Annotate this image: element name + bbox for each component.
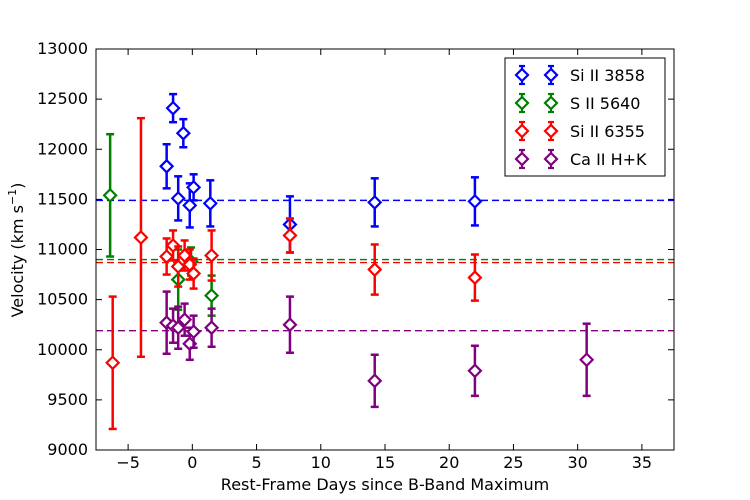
axis-ticks: −5 0 5 10 15 20 25 30 35 9000 9500 10000 10500 11000 1… xyxy=(37,39,674,472)
data-point-marker xyxy=(170,190,186,206)
x-axis-title: Rest-Frame Days since B-Band Maximum xyxy=(221,475,549,494)
x-tick-label: 30 xyxy=(567,453,587,472)
legend-marker xyxy=(543,95,559,111)
data-point-marker xyxy=(186,266,202,282)
legend: Si II 3858 S II 5640 Si II 6355 Ca II H+K xyxy=(504,57,666,177)
data-point-marker xyxy=(367,373,383,389)
legend-label: Ca II H+K xyxy=(570,150,647,169)
y-tick-label: 9000 xyxy=(47,440,88,459)
legend-marker xyxy=(543,123,559,139)
data-point-marker xyxy=(133,229,149,246)
x-tick-label: 10 xyxy=(311,453,331,472)
data-point-marker xyxy=(204,247,220,264)
x-tick-label: 0 xyxy=(187,453,197,472)
data-point-marker xyxy=(165,237,181,254)
y-tick-label: 11000 xyxy=(37,240,88,259)
data-point-marker xyxy=(467,270,483,286)
x-tick-label: 35 xyxy=(632,453,652,472)
y-tick-label: 13000 xyxy=(37,39,88,58)
x-tick-label: 5 xyxy=(251,453,261,472)
legend-marker xyxy=(514,67,530,83)
legend-marker xyxy=(543,151,559,167)
mean-lines xyxy=(96,199,674,332)
legend-label: Si II 3858 xyxy=(570,66,645,85)
legend-label: S II 5640 xyxy=(570,94,640,113)
data-point-marker xyxy=(202,195,218,211)
data-point-marker xyxy=(170,320,186,336)
data-point-marker xyxy=(182,197,198,213)
data-point-marker xyxy=(105,355,121,371)
legend-marker xyxy=(514,151,530,167)
series-group xyxy=(105,116,483,431)
data-point-marker xyxy=(282,317,298,333)
x-tick-label: −5 xyxy=(116,453,140,472)
data-point-marker xyxy=(367,194,383,210)
data-layer xyxy=(102,92,595,431)
legend-marker xyxy=(543,67,559,83)
y-tick-label: 9500 xyxy=(47,390,88,409)
legend-marker xyxy=(514,95,530,111)
legend-marker xyxy=(514,123,530,139)
data-point-marker xyxy=(175,125,191,141)
data-point-marker xyxy=(467,193,483,209)
series-group xyxy=(159,290,595,409)
legend-label: Si II 6355 xyxy=(570,122,645,141)
y-axis-title-close: ) xyxy=(8,183,27,189)
data-point-marker xyxy=(102,187,118,203)
data-point-marker xyxy=(186,179,202,195)
data-point-marker xyxy=(367,261,383,278)
y-tick-label: 12500 xyxy=(37,89,88,108)
data-point-marker xyxy=(177,312,193,328)
data-point-marker xyxy=(165,100,181,116)
data-point-marker xyxy=(282,227,298,244)
y-axis-title: Velocity (km s−1) xyxy=(6,183,27,318)
data-point-marker xyxy=(204,320,220,336)
y-tick-label: 10500 xyxy=(37,290,88,309)
y-axis-title-sup: −1 xyxy=(6,189,19,205)
x-tick-label: 20 xyxy=(439,453,459,472)
data-point-marker xyxy=(579,352,595,368)
y-tick-label: 12000 xyxy=(37,139,88,158)
x-tick-label: 25 xyxy=(503,453,523,472)
data-point-marker xyxy=(186,324,202,340)
data-point-marker xyxy=(204,288,220,304)
data-point-marker xyxy=(159,158,175,174)
data-point-marker xyxy=(467,363,483,379)
x-tick-label: 15 xyxy=(375,453,395,472)
y-tick-label: 10000 xyxy=(37,340,88,359)
y-axis-title-main: Velocity (km s xyxy=(8,205,27,317)
y-tick-label: 11500 xyxy=(37,189,88,208)
legend-box xyxy=(504,57,666,177)
